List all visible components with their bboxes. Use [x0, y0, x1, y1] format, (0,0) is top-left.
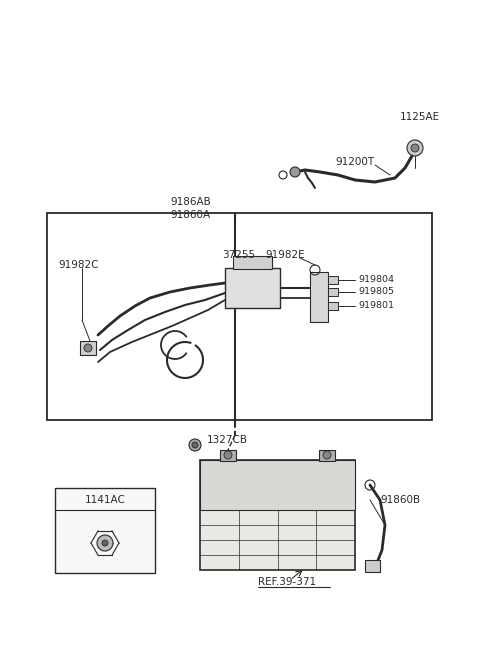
- Bar: [220, 450, 236, 461]
- Circle shape: [102, 540, 108, 546]
- Circle shape: [290, 167, 300, 177]
- Circle shape: [224, 451, 232, 459]
- Text: 37255: 37255: [222, 250, 255, 260]
- Text: REF.39-371: REF.39-371: [258, 577, 316, 587]
- Bar: [319, 450, 335, 461]
- Text: 1125AE: 1125AE: [400, 112, 440, 122]
- Text: 91982C: 91982C: [58, 260, 98, 270]
- Bar: [55, 488, 155, 573]
- Bar: [328, 276, 338, 284]
- Text: 91982E: 91982E: [265, 250, 305, 260]
- Circle shape: [323, 451, 331, 459]
- Text: 91860A: 91860A: [170, 210, 210, 220]
- Bar: [80, 341, 96, 355]
- Bar: [200, 460, 355, 570]
- Circle shape: [84, 344, 92, 352]
- Text: 9186AB: 9186AB: [170, 197, 211, 207]
- Bar: [47, 213, 432, 420]
- Bar: [310, 272, 328, 322]
- Bar: [365, 560, 380, 572]
- Circle shape: [411, 144, 419, 152]
- Text: 919805: 919805: [358, 288, 394, 297]
- Bar: [328, 288, 338, 296]
- Bar: [225, 268, 280, 308]
- Text: 919804: 919804: [358, 276, 394, 284]
- Bar: [328, 302, 338, 310]
- Circle shape: [192, 442, 198, 448]
- Text: 91200T: 91200T: [335, 157, 374, 167]
- Text: 919801: 919801: [358, 301, 394, 310]
- Text: 1327CB: 1327CB: [207, 435, 248, 445]
- Text: 91860B: 91860B: [380, 495, 420, 505]
- Bar: [233, 256, 272, 269]
- Bar: [200, 460, 355, 510]
- Circle shape: [97, 535, 113, 551]
- Circle shape: [189, 439, 201, 451]
- Text: 1141AC: 1141AC: [84, 495, 125, 505]
- Circle shape: [407, 140, 423, 156]
